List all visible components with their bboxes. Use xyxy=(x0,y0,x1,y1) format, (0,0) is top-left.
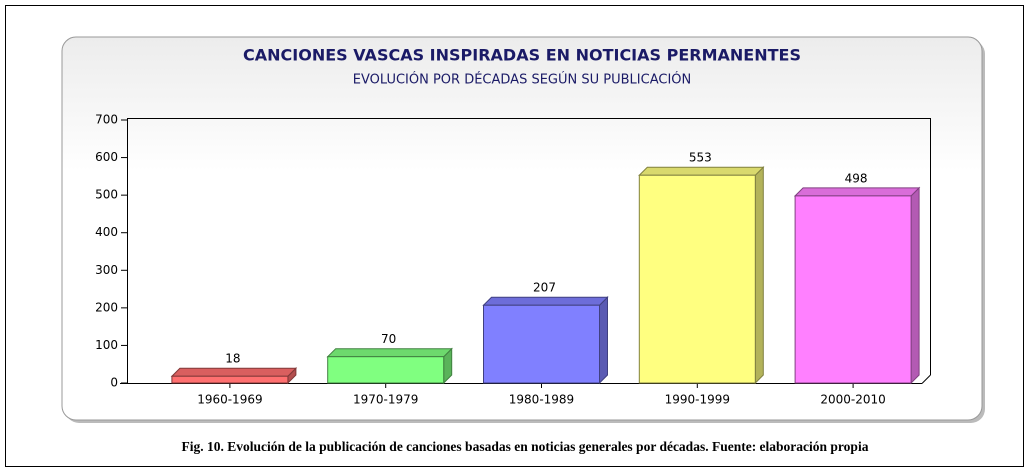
x-tick-label: 1980-1989 xyxy=(509,393,574,407)
value-label: 18 xyxy=(225,352,240,366)
caption: Fig. 10. Evolución de la publicación de … xyxy=(182,439,869,454)
y-tick-label: 200 xyxy=(95,300,118,314)
x-tick-label: 2000-2010 xyxy=(820,393,885,407)
bar-side xyxy=(910,186,920,385)
y-tick-label: 100 xyxy=(95,338,118,352)
value-label: 207 xyxy=(533,281,556,295)
bar xyxy=(794,195,912,384)
chart-subtitle: EVOLUCIÓN POR DÉCADAS SEGÚN SU PUBLICACI… xyxy=(353,72,691,88)
bar xyxy=(483,304,600,384)
bar-top xyxy=(482,296,609,306)
x-tick-label: 1970-1979 xyxy=(353,393,418,407)
x-tick-label: 1990-1999 xyxy=(665,393,730,407)
x-tick-label: 1960-1969 xyxy=(197,393,262,407)
value-label: 498 xyxy=(845,171,868,185)
value-label: 553 xyxy=(689,151,712,165)
y-tick-label: 600 xyxy=(95,150,118,164)
value-label: 70 xyxy=(381,332,396,346)
bar xyxy=(171,375,289,384)
bar-top xyxy=(170,367,298,377)
bar-side xyxy=(754,166,764,385)
floor-edge xyxy=(921,374,931,384)
bar-top xyxy=(326,348,453,358)
y-tick-label: 400 xyxy=(95,225,118,239)
bar-top xyxy=(793,187,921,197)
chart-title: CANCIONES VASCAS INSPIRADAS EN NOTICIAS … xyxy=(243,46,801,65)
bar-top xyxy=(638,166,765,176)
y-tick-label: 700 xyxy=(95,113,118,127)
y-tick-label: 0 xyxy=(110,376,118,390)
bar xyxy=(638,174,756,384)
y-tick-label: 300 xyxy=(95,263,118,277)
bar-side xyxy=(599,296,608,385)
bar xyxy=(327,356,445,384)
y-tick-label: 500 xyxy=(95,188,118,202)
